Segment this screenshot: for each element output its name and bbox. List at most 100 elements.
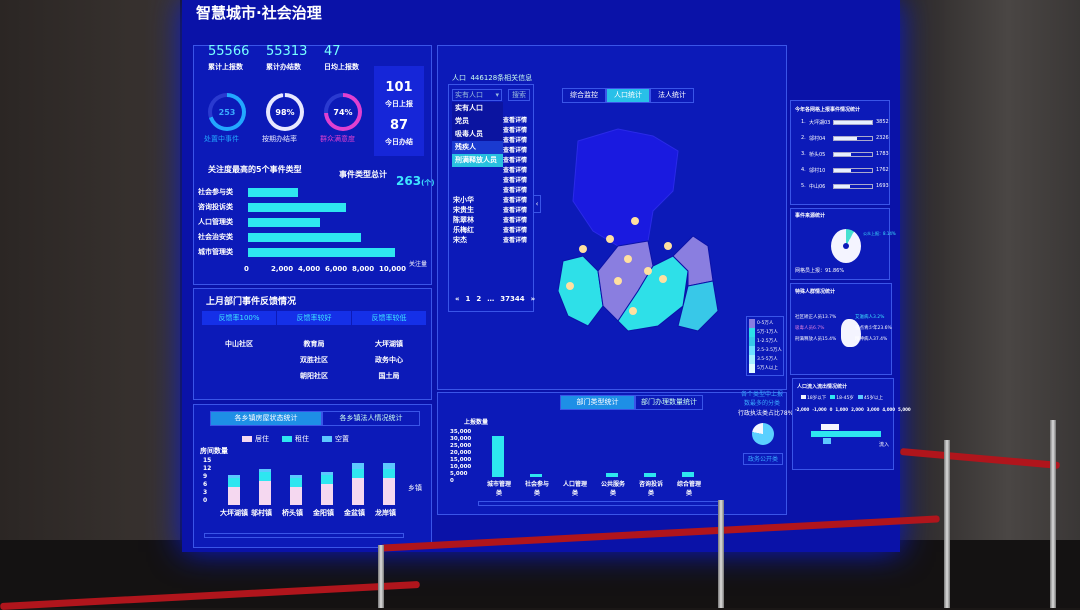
tick-label: 10,000	[450, 464, 472, 470]
view-detail-link[interactable]: 查看详情	[503, 187, 528, 194]
feedback-item: 政务中心	[375, 356, 403, 364]
pagination-item[interactable]: 37344	[500, 295, 525, 303]
pagination-item[interactable]: 2	[476, 295, 482, 303]
view-detail-link[interactable]: 查看详情	[503, 177, 528, 184]
map-markers	[566, 217, 672, 315]
special-label: 精神病人37.4%	[855, 337, 888, 342]
category-label: 金盆镇	[344, 509, 365, 517]
population-select[interactable]: 实有人口 ▾	[452, 89, 502, 101]
feedback-panel: 上月部门事件反馈情况 反馈率100% 中山社区 反馈率较好 教育局 双胜社区 朝阳社区 反馈…	[193, 288, 432, 400]
rank-value: 3852	[876, 119, 889, 125]
rank-name: 桥头05	[809, 152, 826, 158]
person-name: 宋贵生	[453, 206, 474, 214]
tab-legal-person[interactable]: 各乡镇法人情况统计	[322, 411, 420, 426]
stacked-bar-segment	[259, 469, 271, 472]
flow-bar-young	[821, 424, 839, 430]
legend-label: 45岁以上	[863, 396, 884, 401]
rank-value: 1783	[876, 151, 889, 157]
legend-label: 居住	[255, 435, 269, 443]
dept-side-button[interactable]: 政务公开类	[743, 453, 783, 465]
map-region-north[interactable]	[572, 128, 679, 247]
tab-housing-status[interactable]: 各乡镇房屋状态统计	[210, 411, 322, 426]
source-other-label: 公众上报：8.14%	[863, 231, 896, 236]
dropdown-option[interactable]: 刑满释放人员	[452, 154, 503, 167]
view-detail-link[interactable]: 查看详情	[503, 137, 528, 144]
view-detail-link[interactable]: 查看详情	[503, 147, 528, 154]
view-detail-link[interactable]: 查看详情	[503, 117, 528, 124]
kpi-value: 55313	[266, 44, 308, 59]
tab-dept-type[interactable]: 部门类型统计	[560, 395, 635, 410]
view-detail-link[interactable]: 查看详情	[503, 227, 528, 234]
legend-item: 0-5万人	[749, 319, 781, 328]
flow-bar-old	[823, 438, 831, 444]
population-header: 人口 446128条相关信息	[452, 73, 532, 83]
tick-label: 0	[829, 407, 833, 412]
overview-panel: 55566 累计上报数 55313 累计办结数 47 日均上报数 101 今日上报 87 …	[193, 44, 434, 285]
category-label: 社会参与类	[524, 481, 549, 497]
view-detail-link[interactable]: 查看详情	[503, 217, 528, 224]
pagination-item[interactable]: 1	[465, 295, 471, 303]
stacked-bar-segment	[383, 469, 395, 478]
category-label: 咨询投诉类	[638, 481, 663, 497]
feedback-item: 中山社区	[225, 340, 253, 348]
dashboard-title: 智慧城市·社会治理	[196, 4, 322, 22]
tick-label: 1,000	[835, 407, 849, 412]
view-detail-link[interactable]: 查看详情	[503, 167, 528, 174]
view-detail-link[interactable]: 查看详情	[503, 157, 528, 164]
gauge-label: 按期办结率	[262, 135, 297, 143]
scrollbar[interactable]	[478, 501, 723, 506]
person-name: 乐梅红	[453, 226, 474, 234]
feedback-item: 国土局	[378, 372, 400, 380]
stacked-bar-segment	[383, 478, 395, 505]
tab-map-1[interactable]: 人口统计	[606, 88, 650, 103]
source-pie	[831, 229, 861, 263]
gauge-label: 处置中事件	[204, 135, 239, 143]
tick-label: 3,000	[866, 407, 880, 412]
legend-item: 5万-1万人	[749, 328, 781, 337]
feedback-item: 双胜社区	[300, 356, 328, 364]
flow-title: 人口流入流出情况统计	[797, 384, 848, 390]
bar	[606, 473, 618, 477]
today-report-label: 今日上报	[385, 100, 413, 108]
stacked-bar-segment	[352, 478, 364, 505]
y-axis-label: 上报数量	[464, 419, 489, 426]
dept-panel: 部门类型统计 部门办理数量统计 上报数量 35,000 30,000 25,000 20…	[437, 391, 793, 515]
dropdown-option[interactable]: 党员	[455, 117, 469, 125]
pagination-item[interactable]: …	[487, 295, 495, 303]
stacked-bar-segment	[383, 463, 395, 469]
rank-bar-track	[833, 120, 873, 125]
tab-dept-handling[interactable]: 部门办理数量统计	[635, 395, 703, 410]
barrier-post	[378, 545, 384, 608]
scrollbar[interactable]	[204, 533, 404, 538]
view-detail-link[interactable]: 查看详情	[503, 197, 528, 204]
tab-map-0[interactable]: 综合监控	[562, 88, 606, 103]
tick-label: 0	[203, 497, 208, 504]
bar	[248, 203, 346, 212]
legend-item: 5万人以上	[749, 364, 781, 373]
bar	[248, 188, 298, 197]
view-detail-link[interactable]: 查看详情	[503, 207, 528, 214]
today-done-value: 87	[389, 118, 409, 133]
top5-title: 关注度最高的5个事件类型	[208, 165, 302, 174]
tab-map-2[interactable]: 法人统计	[650, 88, 694, 103]
stacked-bar-segment	[290, 487, 302, 505]
dropdown-option[interactable]: 吸毒人员	[455, 130, 483, 138]
grid-rank-panel: 今年各网格上报事件情况统计 1. 大坪湖03 3852 2. 邬村04 2326 3. 桥头0…	[790, 100, 890, 205]
stacked-bar-segment	[352, 469, 364, 478]
collapse-handle[interactable]: ‹	[533, 195, 541, 213]
dropdown-option[interactable]: 残疾人	[452, 141, 503, 154]
stacked-bar-segment	[259, 481, 271, 505]
view-detail-link[interactable]: 查看详情	[503, 127, 528, 134]
legend-label: 空置	[335, 435, 349, 443]
pagination-item[interactable]: «	[455, 295, 460, 303]
dropdown-option[interactable]: 实有人口	[455, 104, 483, 112]
view-detail-link[interactable]: 查看详情	[503, 237, 528, 244]
rank-name: 中山06	[809, 184, 826, 190]
legend-swatch	[830, 395, 836, 399]
pagination-item[interactable]: »	[530, 295, 536, 303]
map-region-se[interactable]	[677, 280, 719, 332]
map-region-sw[interactable]	[558, 255, 604, 327]
search-button[interactable]: 搜索	[508, 89, 530, 101]
gauge: 253	[208, 93, 246, 131]
tick-label: 35,000	[450, 429, 472, 435]
